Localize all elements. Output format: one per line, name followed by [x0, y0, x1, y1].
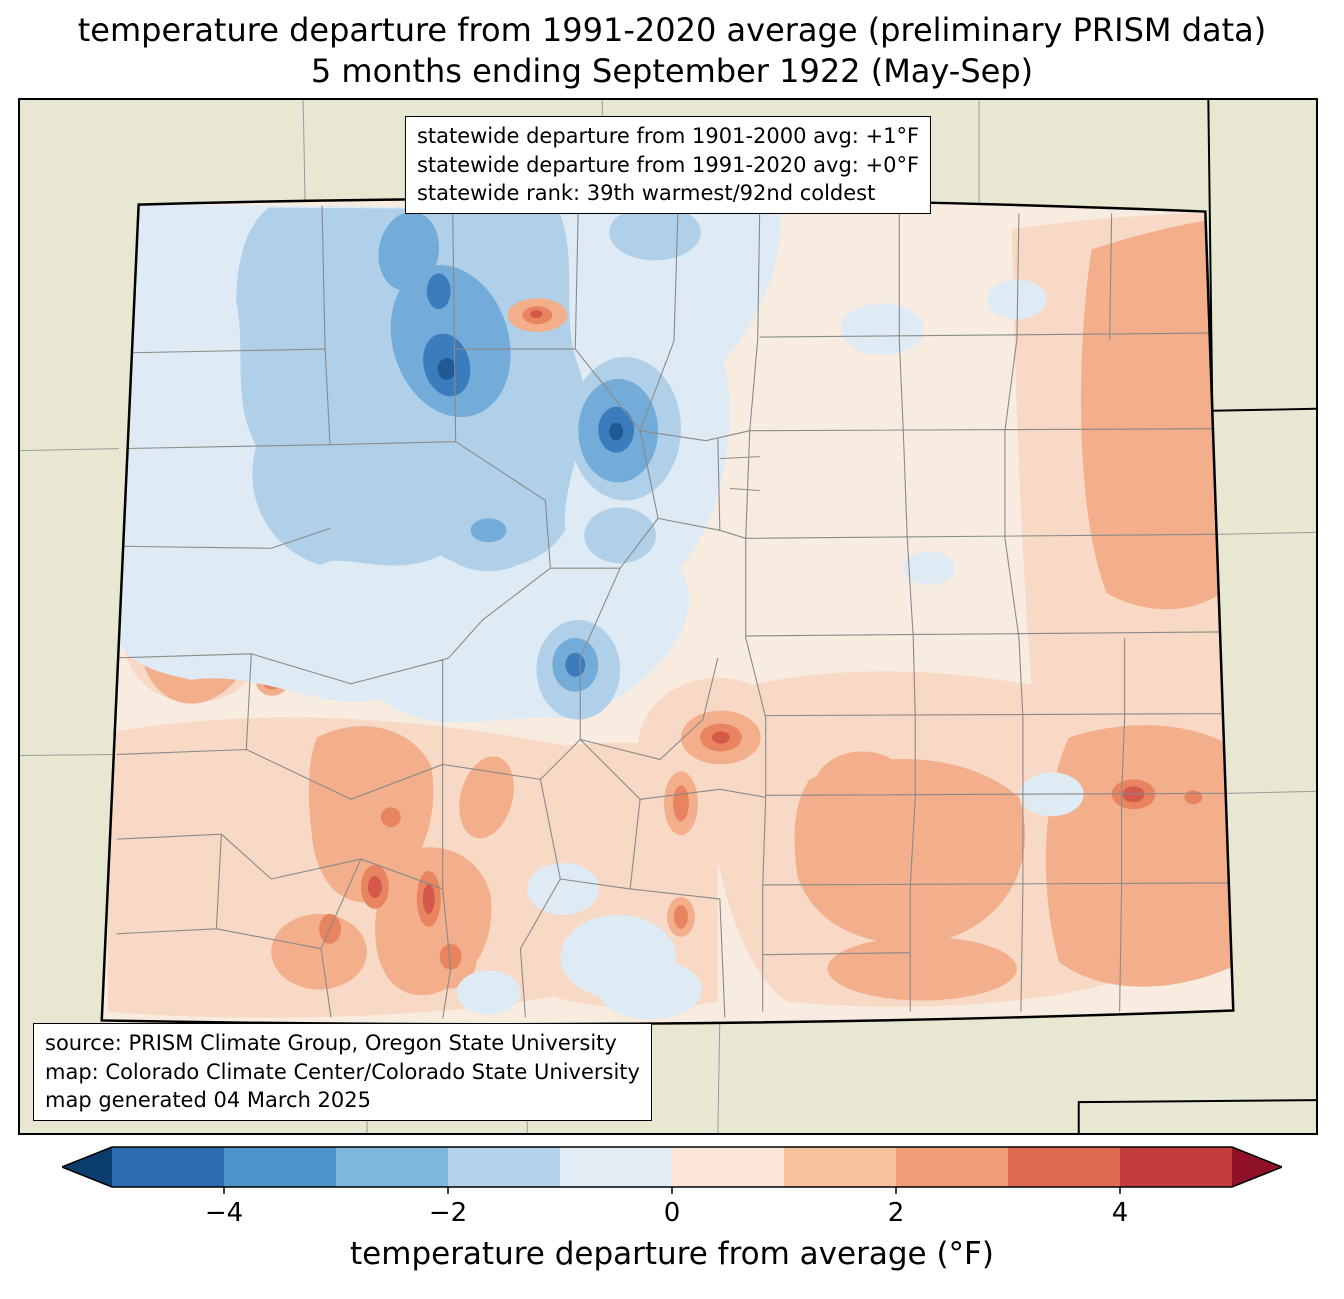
- source-line-3: map generated 04 March 2025: [45, 1088, 372, 1113]
- colorbar-tick-label: 0: [663, 1198, 681, 1228]
- statewide-stats-box: statewide departure from 1901-2000 avg: …: [404, 116, 932, 214]
- stats-line-1: statewide departure from 1901-2000 avg: …: [416, 124, 920, 148]
- source-line-1: source: PRISM Climate Group, Oregon Stat…: [45, 1031, 617, 1056]
- page-subtitle: 5 months ending September 1922 (May-Sep): [310, 52, 1034, 90]
- colorbar-gradient: [62, 1146, 1282, 1194]
- source-line-2: map: Colorado Climate Center/Colorado St…: [45, 1059, 640, 1084]
- cool-anomaly-core: [437, 358, 624, 441]
- colorbar-label: temperature departure from average (°F): [350, 1236, 994, 1272]
- colorbar-tick-label: 2: [887, 1198, 905, 1228]
- colorbar: −4 −2 0 2 4: [62, 1146, 1282, 1246]
- stats-line-3: statewide rank: 39th warmest/92nd coldes…: [416, 181, 876, 206]
- county-boundaries: [116, 205, 1229, 1019]
- map-frame: statewide departure from 1901-2000 avg: …: [18, 98, 1318, 1135]
- warm-spot-north: [507, 298, 568, 333]
- colorbar-tick-label: −4: [204, 1198, 244, 1228]
- colorbar-tick-label: 4: [1111, 1198, 1129, 1228]
- colorbar-tick-label: −2: [428, 1198, 468, 1228]
- colorado-temperature-map: [20, 100, 1316, 1133]
- page-title: temperature departure from 1991-2020 ave…: [77, 11, 1267, 49]
- stats-line-2: statewide departure from 1991-2020 avg: …: [416, 152, 920, 177]
- source-attribution-box: source: PRISM Climate Group, Oregon Stat…: [33, 1023, 652, 1121]
- colorado-interior: [101, 198, 1234, 1025]
